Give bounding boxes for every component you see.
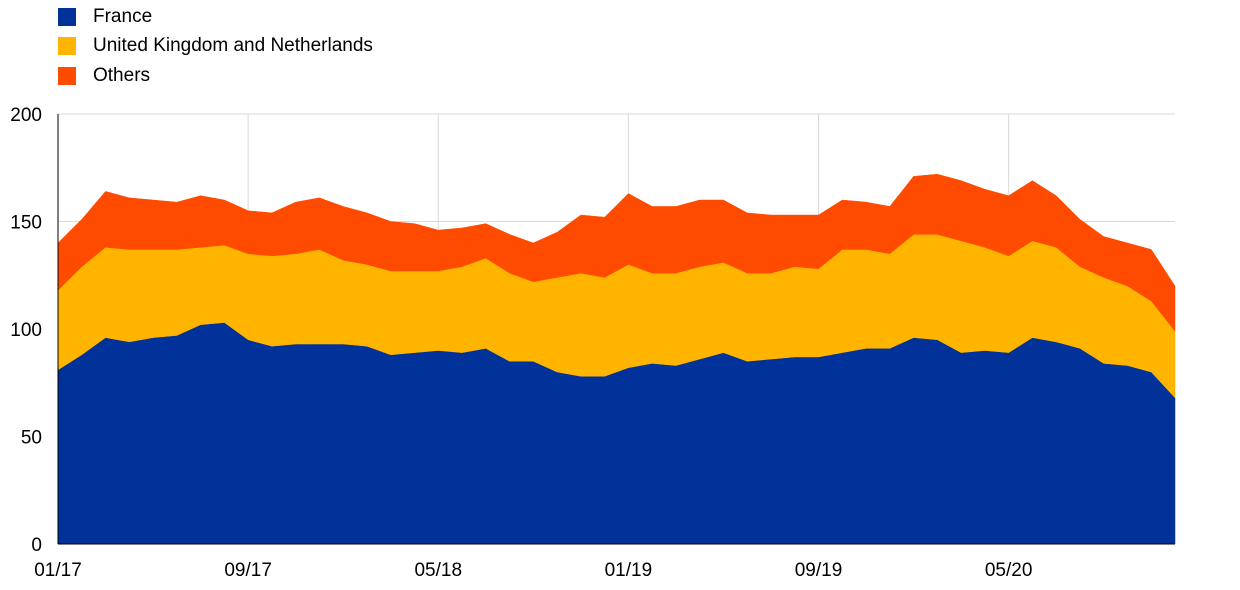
y-tick-label-100: 100 xyxy=(10,320,42,341)
legend-item-uk-netherlands: United Kingdom and Netherlands xyxy=(58,32,373,62)
x-tick-label-2: 05/18 xyxy=(414,560,462,581)
chart-legend: France United Kingdom and Netherlands Ot… xyxy=(58,2,373,91)
legend-label-uk-netherlands: United Kingdom and Netherlands xyxy=(93,35,373,57)
legend-label-others: Others xyxy=(93,64,151,86)
y-tick-label-0: 0 xyxy=(31,535,42,556)
y-tick-label-50: 50 xyxy=(21,428,42,449)
y-tick-label-200: 200 xyxy=(10,105,42,126)
legend-swatch-others xyxy=(58,66,76,85)
x-tick-label-5: 05/20 xyxy=(985,560,1033,581)
legend-label-france: France xyxy=(93,5,153,27)
x-tick-label-3: 01/19 xyxy=(605,560,653,581)
y-tick-label-150: 150 xyxy=(10,213,42,234)
area-series-2 xyxy=(57,173,1176,332)
legend-item-france: France xyxy=(58,2,373,32)
legend-swatch-france xyxy=(58,7,76,26)
legend-swatch-uk-netherlands xyxy=(58,37,76,56)
x-tick-label-1: 09/17 xyxy=(224,560,272,581)
x-tick-label-4: 09/19 xyxy=(795,560,843,581)
legend-item-others: Others xyxy=(58,61,373,91)
x-tick-label-0: 01/17 xyxy=(34,560,82,581)
